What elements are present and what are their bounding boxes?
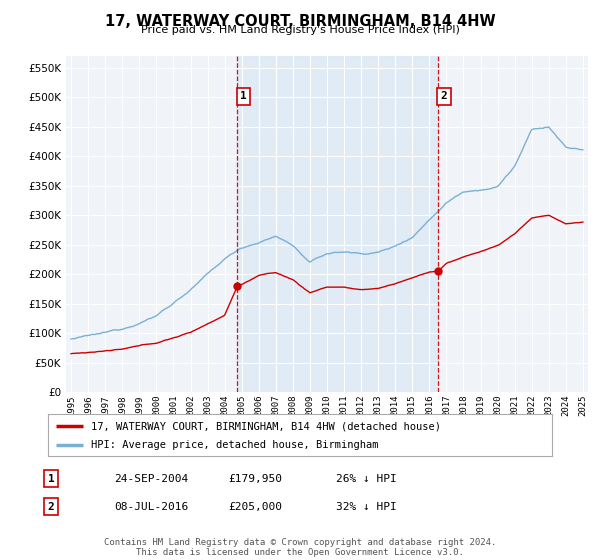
Bar (238, 56, 438, 392)
Text: 2: 2 (441, 91, 448, 101)
Text: 2: 2 (47, 502, 55, 512)
Text: 17, WATERWAY COURT, BIRMINGHAM, B14 4HW (detached house): 17, WATERWAY COURT, BIRMINGHAM, B14 4HW … (91, 421, 441, 431)
Text: 17, WATERWAY COURT, BIRMINGHAM, B14 4HW: 17, WATERWAY COURT, BIRMINGHAM, B14 4HW (104, 14, 496, 29)
Text: 08-JUL-2016: 08-JUL-2016 (114, 502, 188, 512)
Text: Price paid vs. HM Land Registry's House Price Index (HPI): Price paid vs. HM Land Registry's House … (140, 25, 460, 35)
Text: HPI: Average price, detached house, Birmingham: HPI: Average price, detached house, Birm… (91, 440, 379, 450)
Text: Contains HM Land Registry data © Crown copyright and database right 2024.
This d: Contains HM Land Registry data © Crown c… (104, 538, 496, 557)
Text: £179,950: £179,950 (228, 474, 282, 484)
Text: 1: 1 (240, 91, 247, 101)
Text: 26% ↓ HPI: 26% ↓ HPI (336, 474, 397, 484)
Text: 24-SEP-2004: 24-SEP-2004 (114, 474, 188, 484)
Text: £205,000: £205,000 (228, 502, 282, 512)
Text: 1: 1 (47, 474, 55, 484)
Text: 32% ↓ HPI: 32% ↓ HPI (336, 502, 397, 512)
